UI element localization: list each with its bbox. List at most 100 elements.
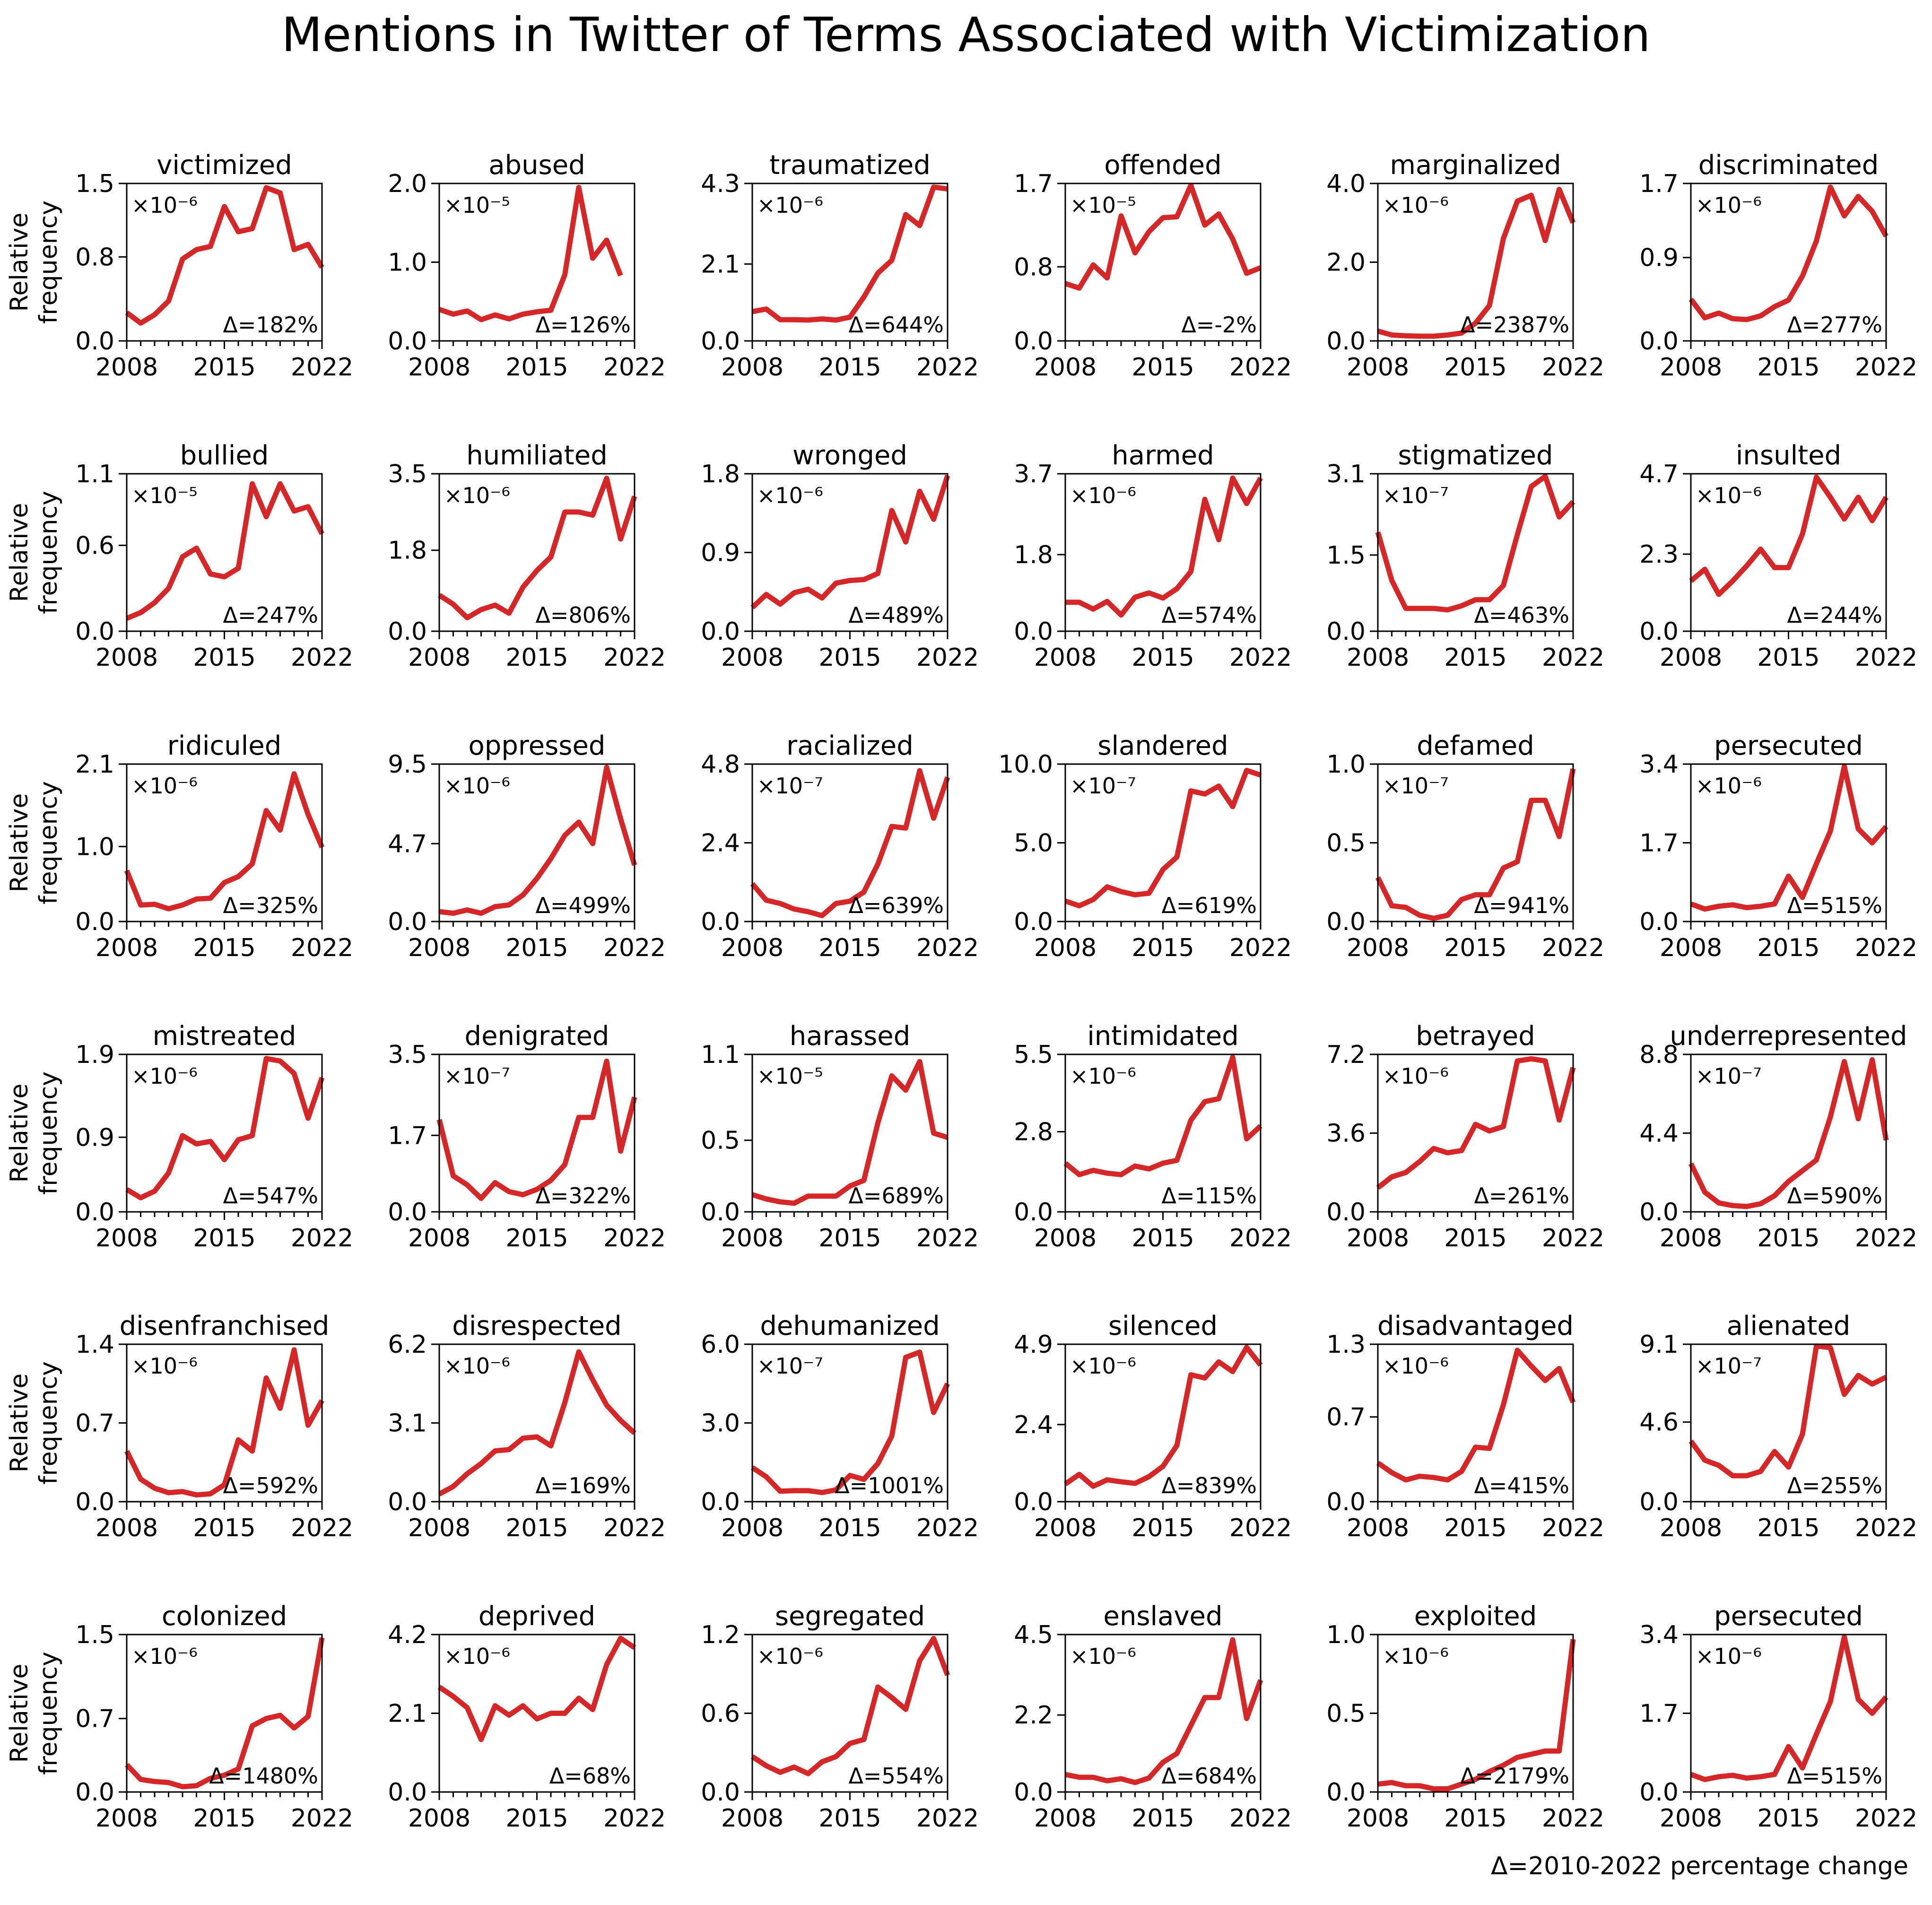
- panel-title: abused: [488, 150, 585, 181]
- x-tick-label: 2015: [1444, 1514, 1506, 1542]
- y-tick-label: 0.0: [388, 1198, 427, 1227]
- panel-title: marginalized: [1390, 150, 1561, 181]
- x-tick-label: 2008: [408, 1514, 470, 1542]
- panel-harmed: harmed 2008 2015 2022 0.0 1.8 3.7 ×10⁻⁶ Δ=574%: [1014, 440, 1292, 672]
- series-line: [437, 1635, 636, 1742]
- x-tick-label: 2008: [1347, 644, 1409, 672]
- delta-label: Δ=590%: [1787, 1183, 1882, 1209]
- panel-oppressed: oppressed 2008 2015 2022 0.0 4.7 9.5 ×10⁻⁶ Δ=499…: [388, 731, 666, 962]
- x-tick-label: 2015: [193, 934, 255, 962]
- y-tick-label: 1.7: [1639, 170, 1679, 198]
- y-tick-label: 0.0: [1326, 908, 1366, 936]
- panel-title: wronged: [792, 440, 907, 471]
- y-tick-label: 10.0: [998, 750, 1053, 779]
- panel-racialized: racialized 2008 2015 2022 0.0 2.4 4.8 ×10⁻⁷ Δ=63…: [701, 731, 979, 962]
- y-tick-label: 0.0: [701, 618, 740, 646]
- x-tick-label: 2008: [408, 934, 470, 962]
- y-tick-label: 3.6: [1326, 1120, 1366, 1148]
- y-axis-label: Relativefrequency: [5, 1071, 63, 1195]
- scale-multiplier: ×10⁻⁶: [444, 1353, 510, 1379]
- y-tick-label: 0.0: [1639, 327, 1679, 356]
- y-tick-label: 3.0: [701, 1409, 740, 1438]
- panel-title: mistreated: [153, 1021, 296, 1052]
- y-tick-label: 0.0: [1639, 1198, 1679, 1227]
- series-line: [124, 1347, 324, 1498]
- x-tick-label: 2008: [1347, 353, 1409, 382]
- series-line: [1690, 1634, 1888, 1783]
- y-tick-label: 0.9: [1639, 244, 1679, 272]
- x-tick-label: 2015: [505, 353, 568, 382]
- y-tick-label: 5.0: [1014, 829, 1053, 858]
- x-tick-label: 2022: [1229, 934, 1292, 962]
- scale-multiplier: ×10⁻⁶: [131, 1353, 198, 1379]
- y-tick-label: 3.5: [388, 1041, 427, 1069]
- y-tick-label: 0.0: [75, 1198, 114, 1227]
- x-tick-label: 2015: [1757, 1514, 1819, 1542]
- x-tick-label: 2015: [1444, 1804, 1506, 1833]
- x-tick-label: 2022: [603, 1804, 666, 1833]
- y-tick-label: 3.1: [388, 1409, 427, 1438]
- x-tick-label: 2015: [818, 1224, 881, 1253]
- panel-persecuted: persecuted 2008 2015 2022 0.0 1.7 3.4 ×10⁻⁶ Δ=51…: [1639, 731, 1917, 962]
- x-tick-label: 2008: [1347, 1224, 1409, 1253]
- x-tick-label: 2022: [1229, 353, 1292, 382]
- y-tick-label: 2.0: [1326, 249, 1366, 277]
- x-tick-label: 2008: [96, 1514, 158, 1542]
- panel-deprived: deprived 2008 2015 2022 0.0 2.1 4.2 ×10⁻⁶ Δ=68%: [388, 1601, 666, 1833]
- series-line: [750, 1635, 950, 1776]
- delta-label: Δ=169%: [535, 1473, 631, 1498]
- x-tick-label: 2015: [818, 644, 881, 672]
- series-line: [1689, 474, 1888, 597]
- y-tick-label: 4.4: [1639, 1120, 1679, 1148]
- y-tick-label: 1.0: [75, 833, 114, 861]
- x-tick-label: 2008: [1034, 353, 1097, 382]
- panel-title: defamed: [1417, 731, 1534, 761]
- x-tick-label: 2015: [505, 644, 568, 672]
- x-tick-label: 2015: [818, 353, 881, 382]
- x-tick-label: 2022: [1542, 1804, 1604, 1833]
- scale-multiplier: ×10⁻⁷: [757, 773, 823, 799]
- series-line: [1688, 184, 1888, 322]
- x-tick-label: 2022: [603, 1224, 666, 1253]
- x-tick-label: 2008: [408, 353, 470, 382]
- x-tick-label: 2015: [505, 1514, 568, 1542]
- x-tick-label: 2008: [96, 1804, 158, 1833]
- y-tick-label: 4.0: [1326, 170, 1366, 198]
- y-tick-label: 0.0: [1326, 1488, 1366, 1516]
- y-tick-label: 5.5: [1014, 1041, 1053, 1069]
- y-tick-label: 4.7: [1639, 460, 1679, 488]
- scale-multiplier: ×10⁻⁶: [131, 1063, 198, 1089]
- panel-bullied: bullied 2008 2015 2022 0.0 0.6 1.1 ×10⁻⁵ Δ=247% R…: [5, 440, 353, 672]
- series-line: [1690, 764, 1888, 912]
- x-tick-label: 2008: [1034, 1224, 1097, 1253]
- y-tick-label: 0.9: [75, 1123, 114, 1152]
- y-axis-label: Relativefrequency: [5, 491, 63, 614]
- panel-title: disrespected: [452, 1311, 621, 1341]
- panel-betrayed: betrayed 2008 2015 2022 0.0 3.6 7.2 ×10⁻⁶ Δ=261%: [1326, 1021, 1604, 1253]
- y-tick-label: 9.1: [1639, 1331, 1679, 1359]
- series-line: [125, 481, 324, 621]
- scale-multiplier: ×10⁻⁶: [1696, 1644, 1762, 1669]
- x-tick-label: 2022: [1229, 644, 1292, 672]
- delta-label: Δ=182%: [223, 312, 318, 338]
- y-tick-label: 1.7: [1014, 170, 1053, 198]
- panel-enslaved: enslaved 2008 2015 2022 0.0 2.2 4.5 ×10⁻⁶ Δ=684%: [1014, 1601, 1292, 1833]
- x-tick-label: 2008: [1034, 1514, 1097, 1542]
- x-tick-label: 2022: [291, 353, 353, 382]
- delta-label: Δ=247%: [223, 602, 318, 628]
- scale-multiplier: ×10⁻⁵: [1070, 192, 1136, 218]
- y-tick-label: 3.1: [1326, 460, 1366, 488]
- series-line: [750, 475, 950, 610]
- series-line: [1065, 475, 1263, 618]
- x-tick-label: 2008: [721, 934, 783, 962]
- x-tick-label: 2008: [1660, 1804, 1722, 1833]
- y-tick-label: 1.9: [75, 1041, 114, 1069]
- y-tick-label: 0.0: [1639, 1778, 1679, 1807]
- panel-title: betrayed: [1416, 1021, 1535, 1052]
- panel-slandered: slandered 2008 2015 2022 0.0 5.0 10.0 ×10⁻⁷ Δ=61…: [998, 731, 1292, 962]
- panel-silenced: silenced 2008 2015 2022 0.0 2.4 4.9 ×10⁻⁶ Δ=839%: [1014, 1311, 1292, 1542]
- series-line: [1063, 1345, 1263, 1489]
- y-tick-label: 0.0: [701, 1778, 740, 1807]
- x-tick-label: 2022: [1855, 644, 1917, 672]
- x-tick-label: 2008: [96, 1224, 158, 1253]
